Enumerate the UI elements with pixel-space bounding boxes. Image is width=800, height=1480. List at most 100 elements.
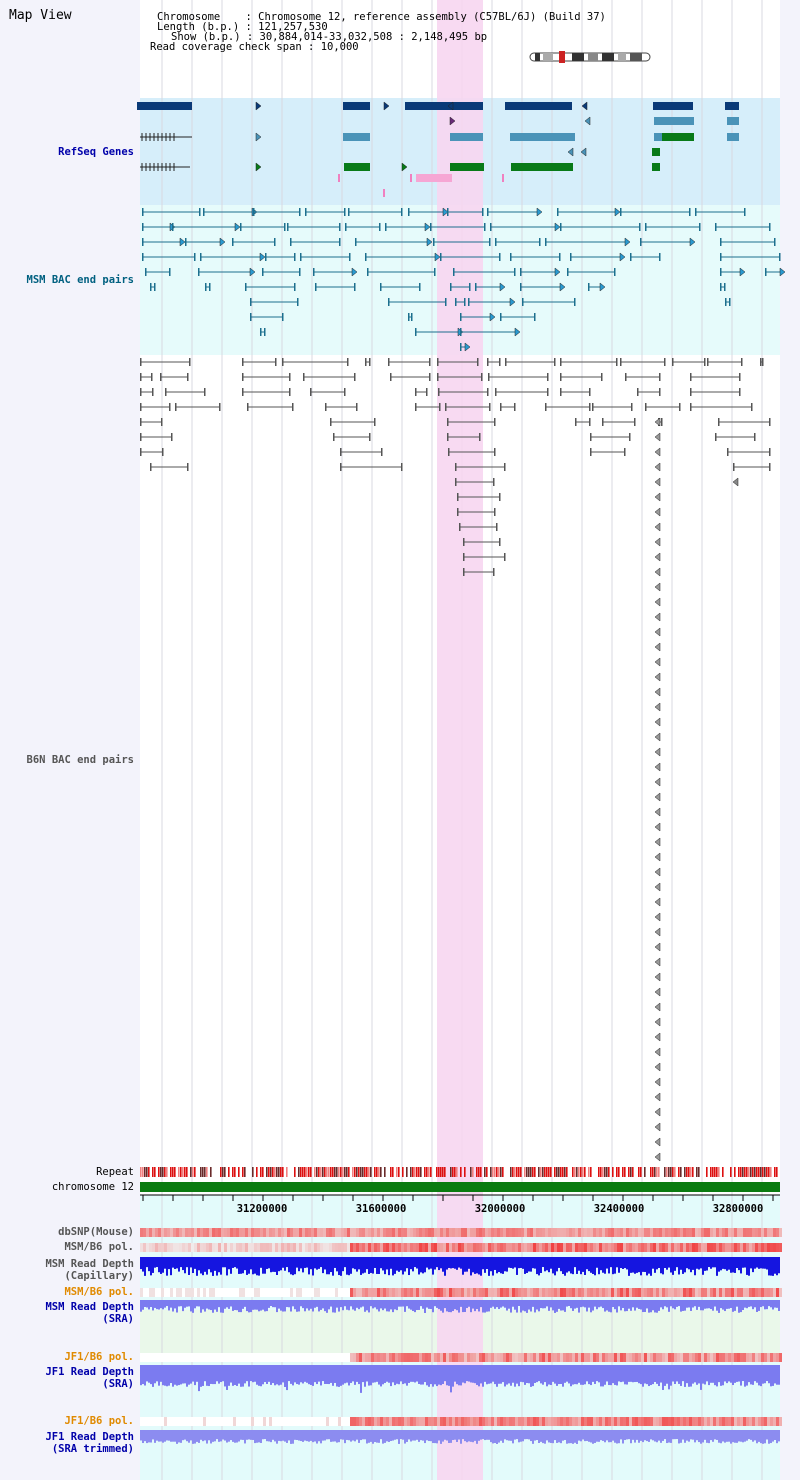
msm-bac-end <box>408 208 410 216</box>
repeat-element <box>450 1167 452 1177</box>
track-label-dbsnp[interactable]: dbSNP(Mouse) <box>58 1226 134 1238</box>
b6n-bac-pairs[interactable] <box>140 358 771 1162</box>
track-label-refseq[interactable]: RefSeq Genes <box>58 146 134 158</box>
refseq-genes[interactable] <box>137 101 739 197</box>
depth-bar <box>772 1257 774 1276</box>
depth-bar <box>342 1257 344 1272</box>
b6n-bac-end <box>140 448 142 456</box>
depth-bar <box>558 1300 560 1309</box>
msm-bac-pair <box>520 267 561 277</box>
depth-bar <box>768 1365 770 1384</box>
repeat-element <box>502 1167 504 1177</box>
heat-cell <box>212 1288 215 1297</box>
track-label-jf1-depth-trimmed[interactable]: JF1 Read Depth (SRA trimmed) <box>45 1431 134 1455</box>
depth-bar <box>302 1300 304 1309</box>
track-label-jf1-b6-pol-2[interactable]: JF1/B6 pol. <box>64 1415 134 1427</box>
chromosome-ideogram[interactable] <box>529 51 651 63</box>
depth-bar <box>368 1365 370 1386</box>
heat-cell <box>212 1353 215 1362</box>
depth-bar <box>148 1430 150 1443</box>
depth-bar <box>486 1300 488 1312</box>
heat-cell <box>323 1353 326 1362</box>
gene-exon-block <box>652 163 660 171</box>
depth-bar <box>418 1430 420 1442</box>
msm-bac-pair <box>172 222 241 232</box>
repeat-element <box>678 1167 680 1177</box>
depth-bar <box>596 1257 598 1268</box>
b6n-bac-pair <box>447 418 496 426</box>
depth-bar <box>676 1300 678 1307</box>
depth-bar <box>692 1257 694 1270</box>
msm-bac-pair <box>765 267 786 277</box>
track-label-msm-b6-pol[interactable]: MSM/B6 pol. <box>64 1241 134 1253</box>
heat-cell <box>509 1228 512 1237</box>
b6n-bac-pair <box>463 553 506 561</box>
b6n-bac-end <box>487 358 489 366</box>
depth-bar <box>160 1257 162 1274</box>
track-label-msm-bac[interactable]: MSM BAC end pairs <box>26 274 134 286</box>
track-label-b6n-bac[interactable]: B6N BAC end pairs <box>26 754 134 766</box>
heat-cell <box>140 1243 143 1252</box>
depth-bar <box>508 1365 510 1384</box>
track-label-msm-depth-sra[interactable]: MSM Read Depth (SRA) <box>45 1301 134 1325</box>
heat-cell <box>671 1228 674 1237</box>
repeat-element <box>578 1167 580 1177</box>
heat-cell <box>167 1417 170 1426</box>
track-label-msm-b6-pol-2[interactable]: MSM/B6 pol. <box>64 1286 134 1298</box>
msm-bac-end <box>339 223 341 231</box>
depth-bar <box>744 1430 746 1442</box>
heat-cell <box>725 1288 728 1297</box>
heat-cell <box>653 1417 656 1426</box>
heat-cell <box>485 1417 488 1426</box>
depth-bar <box>476 1300 478 1310</box>
depth-bar <box>310 1365 312 1385</box>
heat-cell <box>647 1353 650 1362</box>
depth-bar <box>390 1257 392 1269</box>
depth-bar <box>244 1300 246 1307</box>
heat-cell <box>293 1228 296 1237</box>
depth-bar <box>142 1365 144 1385</box>
b6n-bac-arrow <box>654 972 661 982</box>
heat-cell <box>365 1353 368 1362</box>
b6n-bac-end <box>514 403 516 411</box>
depth-bar <box>614 1300 616 1310</box>
depth-bar <box>474 1430 476 1441</box>
b6n-bac-end <box>369 433 371 441</box>
heat-cell <box>368 1417 371 1426</box>
track-label-jf1-b6-pol[interactable]: JF1/B6 pol. <box>64 1351 134 1363</box>
b6n-bac-end <box>739 373 741 381</box>
heat-cell <box>479 1353 482 1362</box>
depth-bar <box>566 1365 568 1382</box>
heat-cell <box>605 1417 608 1426</box>
repeat-element <box>152 1167 154 1177</box>
heat-cell <box>299 1228 302 1237</box>
b6n-bac-end <box>659 373 661 381</box>
heat-cell <box>578 1228 581 1237</box>
repeat-element <box>476 1167 478 1177</box>
msm-bac-end <box>198 268 200 276</box>
depth-bar <box>386 1257 388 1270</box>
heat-cell <box>215 1243 218 1252</box>
b6n-bac-arrow <box>654 942 661 952</box>
track-label-msm-depth-capillary[interactable]: MSM Read Depth (Capillary) <box>45 1258 134 1282</box>
heat-cell <box>245 1417 248 1426</box>
heat-cell <box>311 1353 314 1362</box>
b6n-bac-pair <box>340 463 403 471</box>
b6n-bac-pair <box>140 448 164 456</box>
depth-bar <box>154 1257 156 1268</box>
heat-cell <box>164 1288 167 1297</box>
repeat-element <box>588 1167 590 1177</box>
msm-bac-pairs[interactable] <box>142 207 786 352</box>
lower-tracks <box>140 1167 782 1444</box>
depth-bar <box>180 1257 182 1268</box>
depth-bar <box>492 1300 494 1307</box>
heat-cell <box>554 1288 557 1297</box>
msm-bac-pair <box>490 222 561 232</box>
heat-cell <box>488 1243 491 1252</box>
depth-bar <box>712 1300 714 1311</box>
depth-bar <box>498 1365 500 1384</box>
depth-bar <box>654 1300 656 1313</box>
track-label-jf1-depth-sra[interactable]: JF1 Read Depth (SRA) <box>45 1366 134 1390</box>
depth-bar <box>158 1430 160 1442</box>
